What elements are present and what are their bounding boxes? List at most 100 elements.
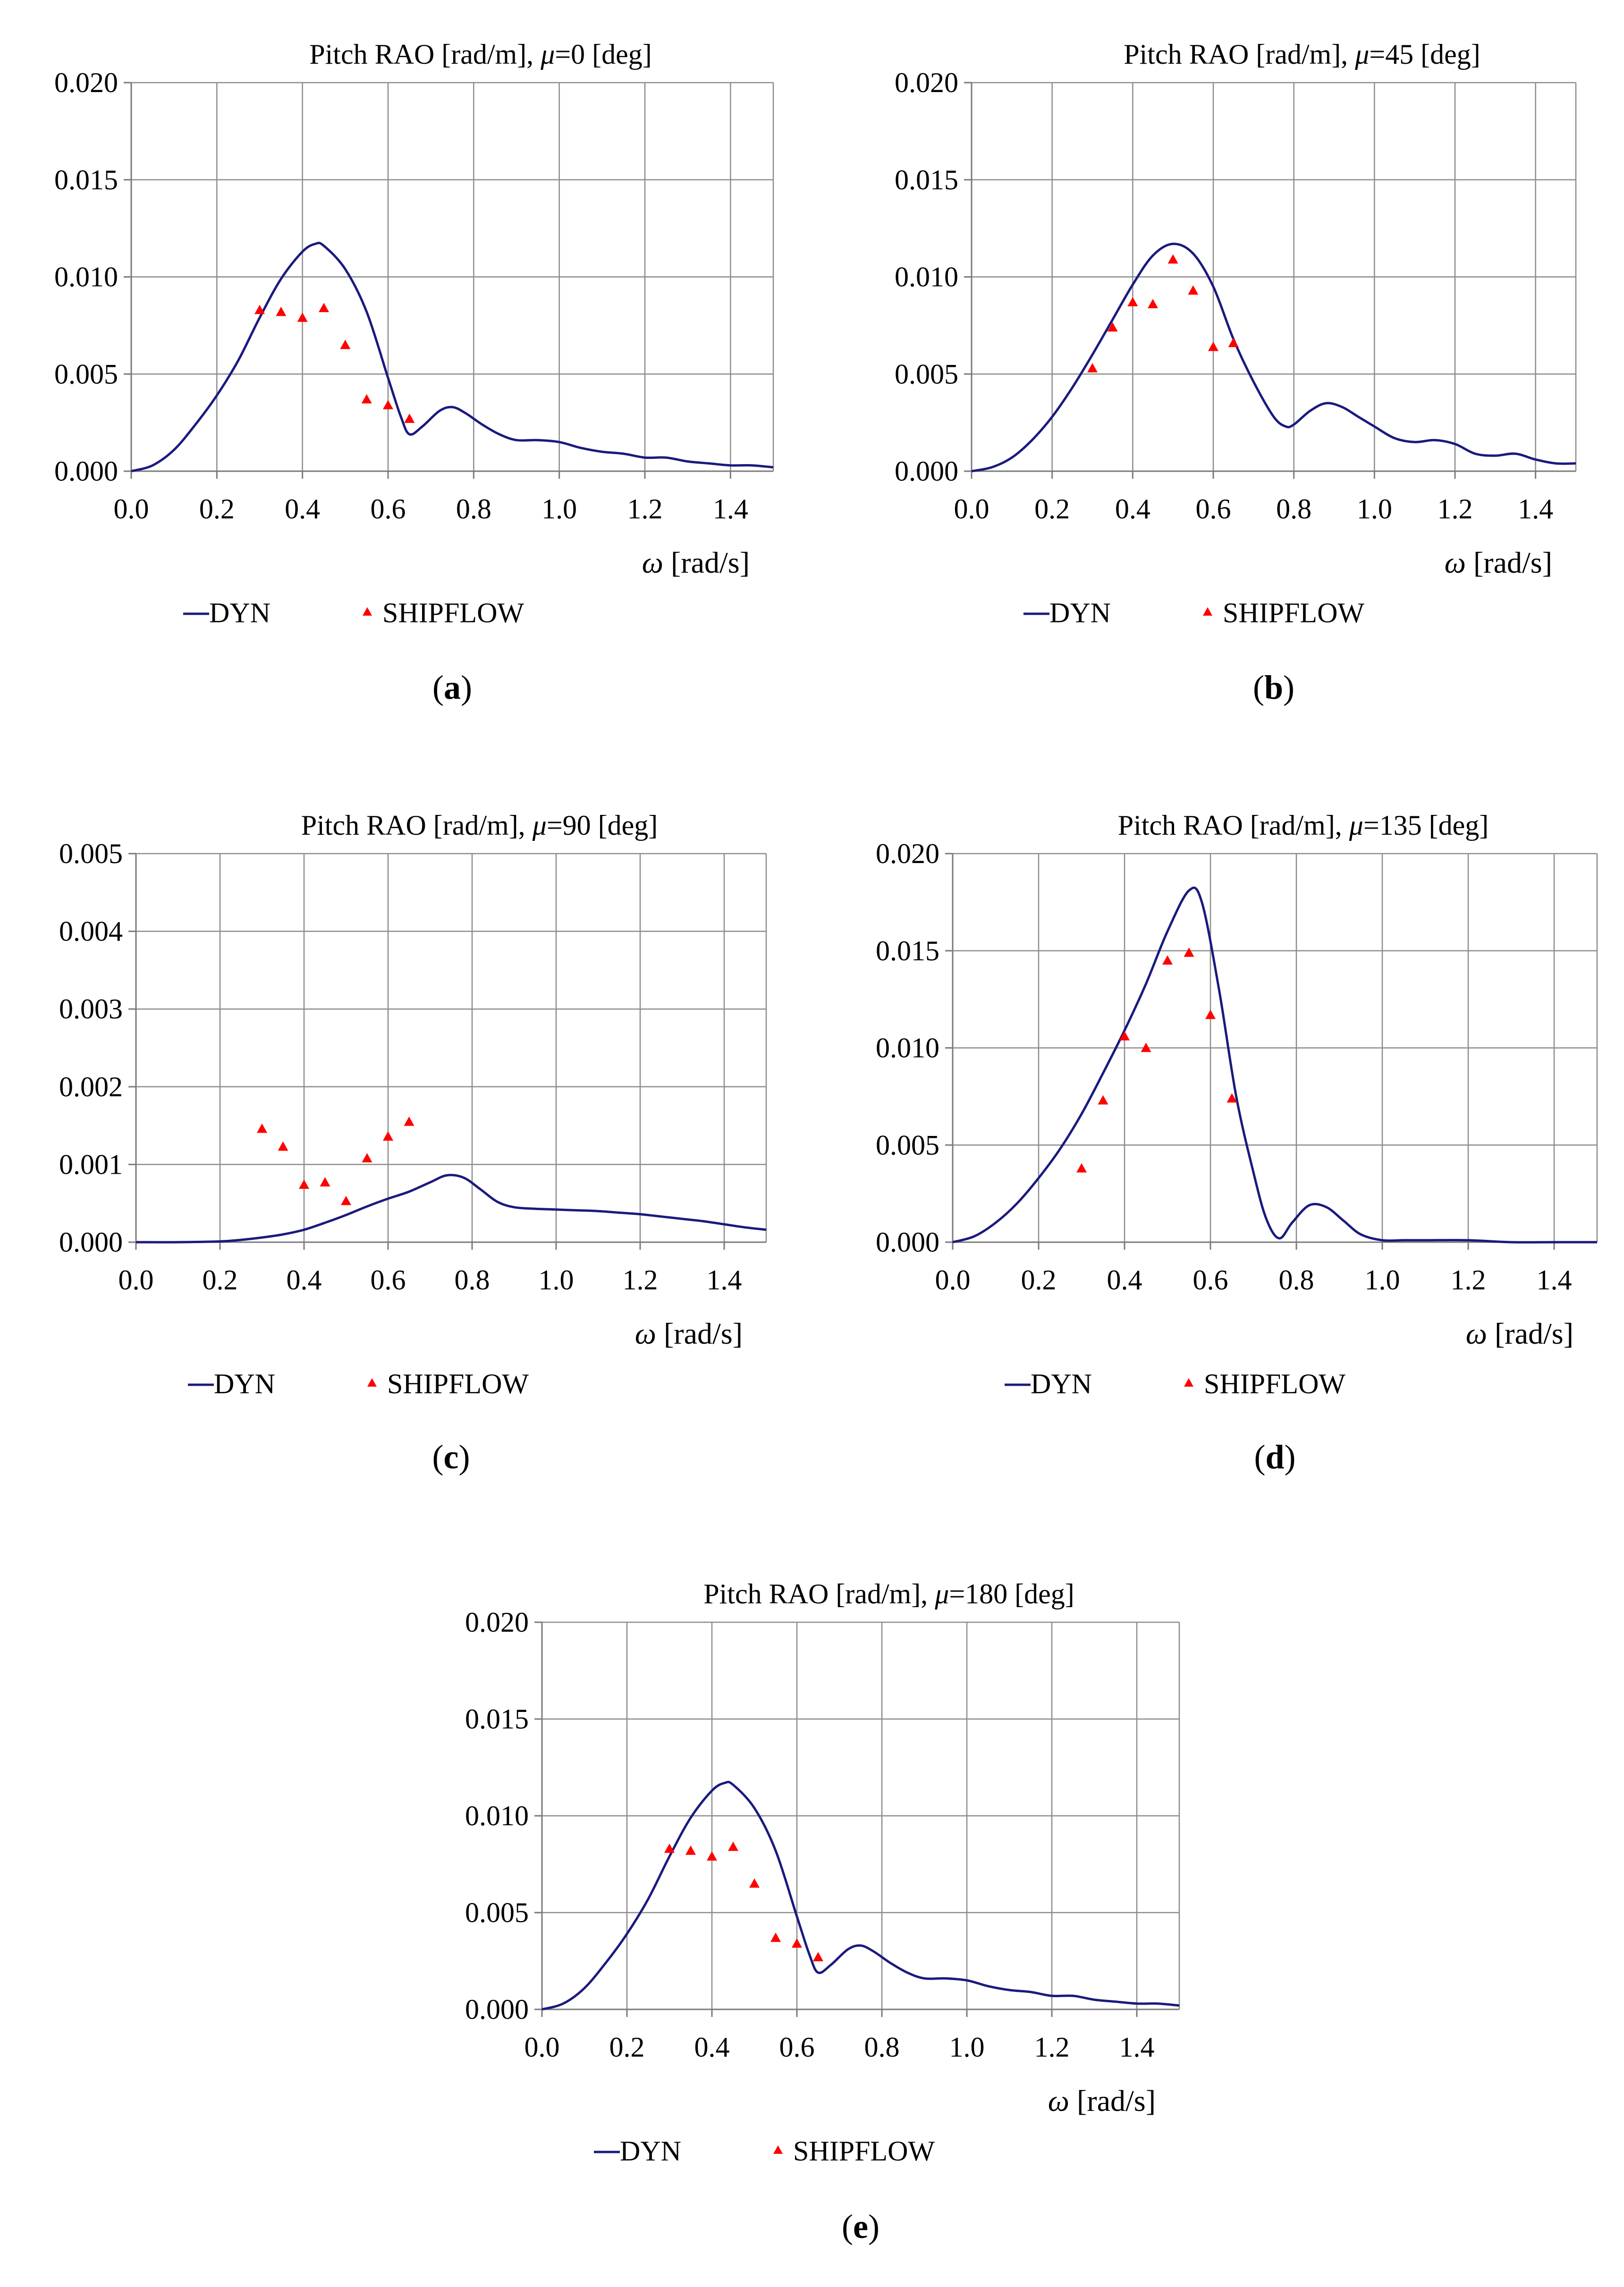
data-point-shipflow xyxy=(257,1123,267,1133)
x-axis-label: ω [rad/s] xyxy=(635,1317,743,1350)
x-tick-label: 1.4 xyxy=(1537,1264,1572,1296)
x-tick-label: 0.2 xyxy=(203,1264,238,1296)
caption: (c) xyxy=(432,1438,470,1476)
data-point-shipflow xyxy=(1228,338,1239,347)
legend-dyn-label: DYN xyxy=(620,2135,681,2167)
data-point-shipflow xyxy=(1188,285,1199,295)
x-tick-label: 1.0 xyxy=(1365,1264,1400,1296)
data-point-shipflow xyxy=(664,1843,675,1853)
data-point-shipflow xyxy=(319,303,329,313)
x-axis-label: ω [rad/s] xyxy=(1048,2084,1156,2118)
data-point-shipflow xyxy=(361,394,372,404)
data-point-shipflow xyxy=(685,1845,696,1855)
x-tick-label: 1.4 xyxy=(713,493,748,525)
x-tick-label: 1.2 xyxy=(1034,2032,1070,2063)
data-point-shipflow xyxy=(707,1851,717,1861)
y-tick-label: 0.000 xyxy=(895,456,958,487)
y-tick-label: 0.000 xyxy=(59,1227,123,1258)
x-tick-label: 0.0 xyxy=(114,493,149,525)
x-tick-label: 0.0 xyxy=(954,493,990,525)
data-point-shipflow xyxy=(297,312,308,322)
x-tick-label: 0.4 xyxy=(285,493,320,525)
data-point-shipflow xyxy=(1184,947,1194,957)
data-point-shipflow xyxy=(813,1952,823,1962)
x-tick-label: 1.0 xyxy=(949,2032,985,2063)
series-line-dyn xyxy=(952,886,1597,1244)
chart-title: Pitch RAO [rad/m], μ=135 [deg] xyxy=(1118,810,1489,841)
y-tick-label: 0.005 xyxy=(465,1897,529,1928)
x-tick-label: 0.6 xyxy=(779,2032,815,2063)
data-point-shipflow xyxy=(1107,322,1118,332)
x-tick-label: 0.6 xyxy=(1193,1264,1228,1296)
x-tick-label: 0.8 xyxy=(1276,493,1311,525)
x-tick-label: 0.8 xyxy=(455,1264,490,1296)
y-tick-label: 0.010 xyxy=(895,262,958,293)
x-axis-label: ω [rad/s] xyxy=(1445,546,1552,579)
chart-d: Pitch RAO [rad/m], μ=135 [deg] 0.000 0.005… xyxy=(876,810,1598,1476)
data-point-shipflow xyxy=(340,339,351,349)
data-point-shipflow xyxy=(1148,299,1158,308)
x-tick-label: 0.6 xyxy=(371,493,406,525)
data-point-shipflow xyxy=(341,1195,351,1205)
data-point-shipflow xyxy=(1205,1009,1216,1019)
data-point-shipflow xyxy=(770,1932,781,1942)
y-tick-label: 0.001 xyxy=(59,1149,123,1180)
x-tick-label: 0.2 xyxy=(199,493,235,525)
legend-shipflow-swatch xyxy=(1184,1378,1193,1387)
data-point-shipflow xyxy=(1162,955,1173,965)
y-tick-label: 0.015 xyxy=(54,164,118,195)
data-point-shipflow xyxy=(1119,1031,1130,1041)
x-tick-label: 0.4 xyxy=(694,2032,730,2063)
data-point-shipflow xyxy=(1167,254,1178,264)
x-tick-label: 1.2 xyxy=(1451,1264,1486,1296)
y-tick-label: 0.015 xyxy=(876,935,939,966)
caption: (e) xyxy=(842,2208,880,2245)
data-point-shipflow xyxy=(404,1116,414,1126)
y-tick-label: 0.020 xyxy=(895,67,958,98)
x-tick-label: 0.4 xyxy=(1107,1264,1142,1296)
data-point-shipflow xyxy=(1087,363,1098,373)
x-tick-label: 1.0 xyxy=(541,493,577,525)
y-tick-label: 0.005 xyxy=(895,358,958,390)
chart-title: Pitch RAO [rad/m], μ=180 [deg] xyxy=(703,1578,1074,1609)
x-tick-label: 0.0 xyxy=(935,1264,971,1296)
x-tick-label: 1.2 xyxy=(1438,493,1473,525)
y-tick-label: 0.005 xyxy=(59,838,123,869)
y-tick-label: 0.010 xyxy=(54,262,118,293)
y-tick-label: 0.000 xyxy=(876,1227,939,1258)
data-point-shipflow xyxy=(1127,296,1138,306)
data-point-shipflow xyxy=(320,1177,330,1187)
data-point-shipflow xyxy=(254,305,265,314)
data-point-shipflow xyxy=(749,1878,760,1888)
data-point-shipflow xyxy=(362,1153,372,1163)
caption: (b) xyxy=(1253,669,1294,706)
x-tick-label: 0.2 xyxy=(609,2032,645,2063)
legend-shipflow-label: SHIPFLOW xyxy=(1223,597,1364,628)
y-tick-label: 0.005 xyxy=(54,358,118,390)
x-tick-label: 1.2 xyxy=(623,1264,658,1296)
y-tick-label: 0.005 xyxy=(876,1129,939,1160)
legend-dyn-label: DYN xyxy=(214,1368,275,1399)
x-axis-label: ω [rad/s] xyxy=(642,546,750,579)
y-tick-label: 0.000 xyxy=(54,456,118,487)
x-tick-label: 1.4 xyxy=(707,1264,742,1296)
data-point-shipflow xyxy=(404,413,415,423)
y-tick-label: 0.002 xyxy=(59,1071,123,1102)
data-point-shipflow xyxy=(383,1131,393,1141)
data-point-shipflow xyxy=(278,1141,288,1151)
chart-title: Pitch RAO [rad/m], μ=45 [deg] xyxy=(1124,39,1480,70)
x-tick-label: 1.0 xyxy=(539,1264,574,1296)
chart-c: Pitch RAO [rad/m], μ=90 [deg] 0.000 0.001 0… xyxy=(59,810,767,1476)
x-tick-label: 0.4 xyxy=(287,1264,322,1296)
x-tick-label: 0.8 xyxy=(456,493,491,525)
data-point-shipflow xyxy=(1226,1093,1237,1103)
legend-shipflow-swatch xyxy=(773,2145,783,2154)
x-tick-label: 0.0 xyxy=(524,2032,560,2063)
y-tick-label: 0.010 xyxy=(465,1800,529,1831)
y-tick-label: 0.015 xyxy=(465,1703,529,1735)
y-tick-label: 0.010 xyxy=(876,1033,939,1064)
data-point-shipflow xyxy=(1141,1042,1151,1052)
x-tick-label: 0.6 xyxy=(1196,493,1231,525)
y-tick-label: 0.015 xyxy=(895,164,958,195)
legend-shipflow-label: SHIPFLOW xyxy=(793,2135,935,2167)
